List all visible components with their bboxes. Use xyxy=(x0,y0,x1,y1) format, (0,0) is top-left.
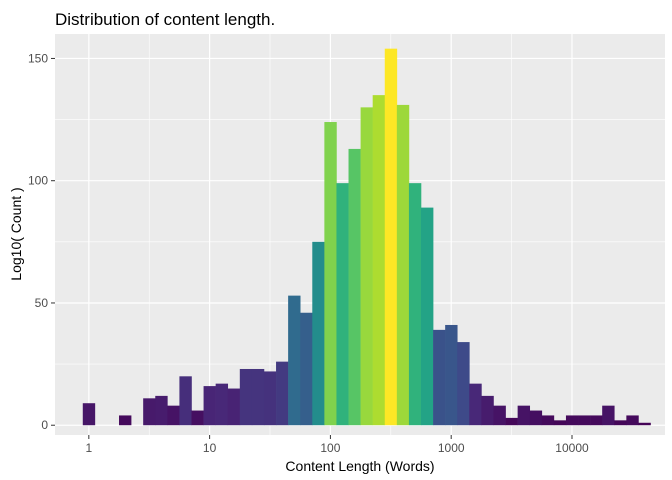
x-tick-label: 1000 xyxy=(438,441,465,455)
histogram-bar xyxy=(276,361,289,426)
x-axis-title: Content Length (Words) xyxy=(285,458,434,474)
histogram-bar xyxy=(324,122,337,426)
histogram-bar xyxy=(553,420,567,426)
histogram-bar xyxy=(614,420,627,426)
y-axis-title: Log10( Count ) xyxy=(8,187,24,280)
y-tick-label: 0 xyxy=(41,418,48,432)
histogram-bar xyxy=(348,148,361,426)
histogram-bar xyxy=(541,415,555,426)
histogram-bar xyxy=(529,410,543,426)
histogram-bar xyxy=(481,395,494,426)
x-tick-label: 1 xyxy=(85,441,92,455)
x-axis: 1 10 100 1000 10000 xyxy=(85,435,589,455)
chart-title: Distribution of content length. xyxy=(55,10,275,29)
histogram-bar xyxy=(590,415,603,426)
histogram-bar xyxy=(239,368,253,426)
histogram-bar xyxy=(433,329,446,426)
histogram-bar xyxy=(167,405,180,426)
y-tick-label: 100 xyxy=(28,174,48,188)
histogram-bar xyxy=(227,388,241,426)
histogram-bar xyxy=(505,417,518,426)
y-tick-label: 150 xyxy=(28,51,48,65)
histogram-bar xyxy=(203,386,216,426)
histogram-bar xyxy=(312,241,325,426)
histogram-bar xyxy=(119,415,132,426)
x-tick-label: 10000 xyxy=(555,441,589,455)
histogram-bar xyxy=(82,403,96,426)
histogram-bar xyxy=(457,342,470,426)
histogram-bar xyxy=(143,398,156,426)
histogram-bar xyxy=(155,395,168,426)
histogram-bar xyxy=(179,376,192,426)
histogram-bar xyxy=(251,368,265,426)
histogram-bar xyxy=(626,415,639,426)
x-tick-label: 100 xyxy=(320,441,340,455)
histogram-bar xyxy=(469,383,482,426)
histogram-bar xyxy=(336,183,349,426)
histogram-bar xyxy=(263,371,277,426)
histogram-bar xyxy=(421,207,434,426)
histogram-bar xyxy=(360,107,373,426)
histogram-bar xyxy=(396,104,410,426)
histogram-bar xyxy=(517,405,531,426)
x-tick-label: 10 xyxy=(203,441,217,455)
histogram-bar xyxy=(578,415,591,426)
histogram-bar xyxy=(602,405,615,426)
histogram-bar xyxy=(300,312,313,426)
y-tick-label: 50 xyxy=(35,296,49,310)
histogram-bar xyxy=(445,324,458,426)
histogram-bar xyxy=(372,95,386,426)
histogram-bar xyxy=(191,410,204,426)
histogram-bar xyxy=(215,383,229,426)
histogram-bars xyxy=(82,48,651,426)
histogram-bar xyxy=(565,415,579,426)
y-axis: 0 50 100 150 xyxy=(28,51,55,432)
histogram-bar xyxy=(408,183,422,426)
histogram-bar xyxy=(638,422,651,426)
histogram-bar xyxy=(493,405,506,426)
histogram-bar xyxy=(384,48,398,426)
histogram-bar xyxy=(288,295,301,426)
